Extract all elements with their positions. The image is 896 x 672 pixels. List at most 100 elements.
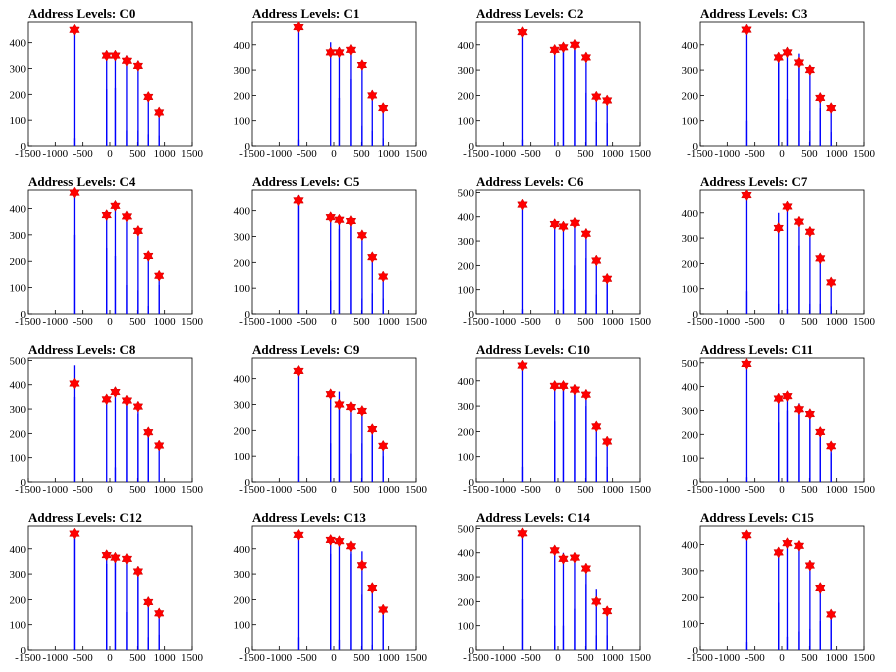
y-tick-label: 300	[682, 566, 699, 578]
y-tick-label: 0	[245, 477, 251, 489]
plot-frame	[699, 525, 865, 651]
y-tick-label: 200	[234, 425, 251, 437]
peak-marker	[154, 269, 165, 282]
y-tick-label: 0	[693, 477, 699, 489]
x-tick-label: 0	[555, 652, 561, 664]
y-tick-label: 0	[693, 141, 699, 153]
chart-panel: Address Levels: C13 0 100 200 300 400 -1500 -10…	[224, 504, 448, 672]
x-tick-label: -1500	[239, 316, 265, 328]
x-tick-label: 1000	[378, 148, 401, 160]
peak-marker	[378, 439, 389, 452]
y-tick-label: 300	[682, 233, 699, 245]
x-tick-label: -1000	[266, 484, 292, 496]
peak-marker	[101, 49, 112, 62]
chart-title: Address Levels: C11	[700, 342, 814, 357]
y-tick-label: 0	[21, 141, 27, 153]
y-tick-label: 500	[682, 358, 699, 370]
y-tick-label: 0	[245, 309, 251, 321]
x-tick-label: 0	[107, 652, 113, 664]
y-tick-label: 400	[10, 544, 27, 556]
x-tick-label: -500	[521, 316, 542, 328]
x-tick-label: -1000	[714, 652, 740, 664]
chart-plot: 0 100 200 300 400 -1500 -1000 -500 0 500 1000 1500	[682, 525, 876, 664]
peak-marker	[325, 46, 336, 59]
chart-panel: Address Levels: C15 0 100 200 300 400 -1500 -10…	[672, 504, 896, 672]
x-tick-label: 500	[353, 148, 370, 160]
chart-title: Address Levels: C3	[700, 6, 808, 21]
peak-marker	[121, 54, 133, 67]
x-tick-label: -500	[745, 484, 766, 496]
y-tick-label: 300	[234, 232, 251, 244]
chart-plot: 0 100 200 300 400 -1500 -1000 -500 0 500 1000 1500	[458, 357, 652, 496]
y-tick-label: 0	[245, 645, 251, 657]
peak-marker	[143, 249, 154, 262]
y-tick-label: 100	[234, 451, 251, 463]
x-tick-label: 500	[801, 316, 818, 328]
x-tick-label: 1500	[629, 652, 652, 664]
x-tick-label: 500	[129, 484, 146, 496]
peak-marker	[815, 425, 826, 438]
y-tick-label: 200	[10, 594, 27, 606]
x-tick-label: 500	[577, 148, 594, 160]
peak-marker	[517, 527, 528, 540]
peak-marker	[325, 533, 336, 546]
x-tick-label: -1000	[490, 316, 516, 328]
x-tick-label: -1000	[714, 316, 740, 328]
peak-marker	[154, 106, 165, 119]
x-tick-label: -500	[521, 148, 542, 160]
peak-marker	[773, 546, 784, 559]
y-tick-label: 100	[458, 452, 475, 464]
chart-title: Address Levels: C14	[476, 510, 590, 525]
peak-marker	[517, 359, 528, 372]
x-tick-label: 500	[129, 148, 146, 160]
peak-marker	[591, 90, 602, 103]
x-tick-label: 1500	[853, 316, 876, 328]
plot-frame	[27, 21, 193, 147]
chart-plot: 0 100 200 300 400 -1500 -1000 -500 0 500 1000 1500	[10, 186, 204, 328]
y-tick-label: 100	[10, 620, 27, 632]
x-tick-label: -1500	[15, 652, 41, 664]
peak-marker	[293, 194, 304, 207]
peak-marker	[345, 215, 357, 227]
x-tick-label: 1000	[602, 148, 625, 160]
peak-marker	[782, 200, 793, 213]
y-tick-label: 100	[682, 619, 699, 631]
y-tick-label: 300	[234, 65, 251, 77]
y-tick-label: 200	[234, 90, 251, 102]
peak-marker	[110, 199, 121, 212]
y-tick-label: 0	[693, 645, 699, 657]
chart-title: Address Levels: C7	[700, 174, 808, 189]
x-tick-label: -1000	[42, 316, 68, 328]
chart-plot: 0 100 200 300 400 -1500 -1000 -500 0 500 1000 1500	[10, 21, 204, 160]
y-tick-label: 0	[693, 309, 699, 321]
chart-title: Address Levels: C5	[252, 174, 360, 189]
x-tick-label: 0	[779, 148, 785, 160]
peak-marker	[143, 90, 154, 103]
y-tick-label: 400	[234, 40, 251, 52]
y-tick-label: 0	[21, 477, 27, 489]
peak-marker	[101, 393, 112, 406]
peak-marker	[110, 551, 121, 564]
x-tick-label: -1000	[266, 316, 292, 328]
y-tick-label: 400	[682, 382, 699, 394]
plot-frame	[251, 21, 417, 147]
peak-marker	[356, 59, 368, 72]
peak-marker	[367, 89, 378, 102]
y-tick-label: 100	[682, 284, 699, 296]
peak-marker	[569, 383, 581, 396]
peak-marker	[69, 527, 80, 540]
chart-title: Address Levels: C6	[476, 174, 584, 189]
x-tick-label: 500	[129, 652, 146, 664]
x-tick-label: -1500	[687, 484, 713, 496]
chart-plot: 0 100 200 300 400 500 -1500 -1000 -500 0 500 1000 15…	[10, 355, 204, 496]
peak-marker	[804, 64, 816, 77]
x-tick-label: 1000	[602, 652, 625, 664]
x-tick-label: -500	[73, 316, 94, 328]
x-tick-label: 0	[107, 148, 113, 160]
peak-marker	[558, 552, 569, 565]
peak-marker	[815, 582, 826, 594]
y-tick-label: 100	[234, 620, 251, 632]
peak-marker	[334, 213, 345, 226]
plot-frame	[699, 189, 865, 315]
peak-marker	[367, 423, 378, 436]
